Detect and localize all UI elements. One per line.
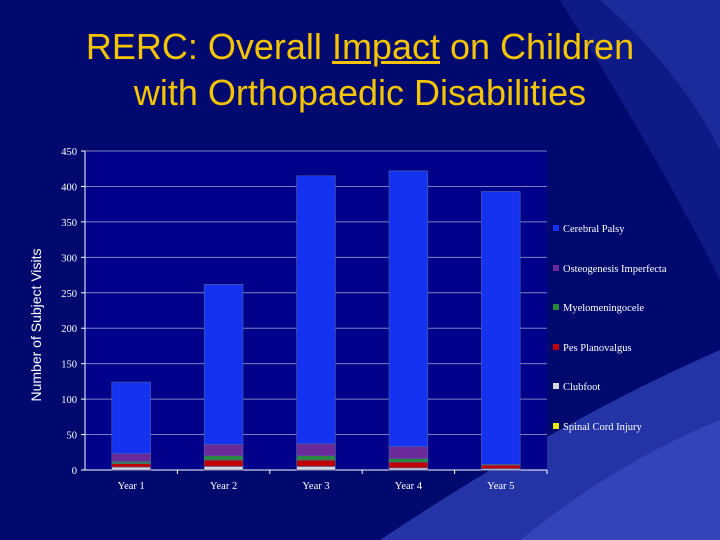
legend-label: Myelomeningocele bbox=[563, 303, 645, 314]
bar-segment bbox=[481, 191, 521, 465]
bar-segment bbox=[481, 464, 521, 469]
legend-item: Clubfoot bbox=[553, 382, 600, 396]
bar-segment bbox=[203, 455, 244, 461]
bar-segment bbox=[388, 461, 429, 469]
legend-swatch bbox=[553, 225, 559, 231]
y-tick-label: 450 bbox=[61, 147, 77, 158]
legend-swatch bbox=[553, 304, 559, 310]
y-tick-label: 400 bbox=[61, 182, 77, 193]
y-tick-label: 200 bbox=[61, 324, 77, 335]
y-axis-label: Number of Subject Visits bbox=[28, 248, 44, 402]
y-tick-label: 0 bbox=[72, 466, 77, 477]
legend-swatch bbox=[553, 264, 559, 271]
legend-label: Pes Planovalgus bbox=[563, 342, 632, 354]
title-pre: RERC: Overall bbox=[85, 26, 332, 67]
bar-segment bbox=[388, 170, 429, 447]
bar-segment bbox=[203, 444, 244, 457]
bar-segment bbox=[296, 455, 336, 461]
bar-segment bbox=[388, 467, 429, 471]
legend-label: Cerebral Palsy bbox=[563, 224, 625, 235]
x-tick-label: Year 1 bbox=[118, 481, 145, 492]
legend-swatch bbox=[553, 422, 559, 429]
legend-swatch bbox=[553, 383, 559, 389]
bar-segment bbox=[111, 461, 151, 464]
bar-segment bbox=[111, 466, 151, 471]
title-underlined: Impact bbox=[331, 26, 440, 67]
x-tick-label: Year 2 bbox=[210, 481, 237, 492]
title-line2: with Orthopaedic Disabilities bbox=[133, 72, 587, 113]
y-tick-label: 300 bbox=[61, 253, 77, 264]
bar-segment bbox=[296, 459, 336, 467]
bar-segment bbox=[296, 443, 336, 457]
bar-segment bbox=[111, 463, 151, 468]
bar-segment bbox=[111, 381, 151, 454]
bar-segment bbox=[203, 459, 244, 467]
x-tick-label: Year 4 bbox=[395, 481, 423, 492]
legend-swatch bbox=[553, 343, 559, 350]
legend-label: Clubfoot bbox=[563, 382, 601, 393]
y-tick-label: 50 bbox=[67, 431, 78, 442]
legend-item: Spinal Cord Injury bbox=[553, 422, 642, 436]
legend-label: Osteogenesis Imperfecta bbox=[563, 263, 667, 275]
y-tick-label: 100 bbox=[61, 395, 77, 406]
bar-segment bbox=[203, 283, 244, 445]
bar-segment bbox=[388, 458, 429, 463]
legend-item: Myelomeningocele bbox=[553, 303, 644, 317]
legend-label: Spinal Cord Injury bbox=[563, 421, 642, 433]
x-tick-label: Year 5 bbox=[487, 481, 514, 492]
title-post: on Children bbox=[439, 26, 635, 67]
y-tick-label: 150 bbox=[61, 360, 77, 371]
slide-title: RERC: Overall Impact on Children with Or… bbox=[0, 24, 720, 116]
bar-segment bbox=[203, 466, 244, 471]
x-tick-label: Year 3 bbox=[302, 481, 329, 492]
y-tick-label: 350 bbox=[61, 218, 77, 229]
legend-item: Cerebral Palsy bbox=[553, 224, 625, 238]
legend-item: Pes Planovalgus bbox=[553, 343, 632, 357]
bar-segment bbox=[296, 466, 336, 471]
legend-item: Osteogenesis Imperfecta bbox=[553, 264, 667, 278]
bar-segment bbox=[388, 446, 429, 459]
bar-segment bbox=[296, 175, 336, 445]
bar-segment bbox=[111, 453, 151, 462]
y-tick-label: 250 bbox=[61, 289, 77, 300]
